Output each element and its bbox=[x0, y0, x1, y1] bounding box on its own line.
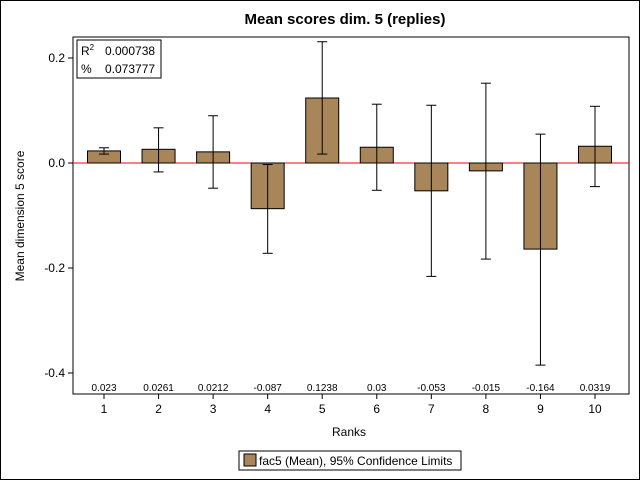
data-label-6: 0.03 bbox=[367, 383, 387, 394]
chart-title: Mean scores dim. 5 (replies) bbox=[245, 11, 446, 28]
error-bar-9 bbox=[535, 133, 546, 366]
y-axis-label: Mean dimension 5 score bbox=[13, 150, 27, 281]
stats-inset: R2 0.000738 % 0.073777 bbox=[76, 39, 162, 79]
x-tick-label: 5 bbox=[319, 402, 326, 416]
pct-label: % bbox=[81, 62, 92, 76]
x-tick-label: 4 bbox=[264, 402, 271, 416]
x-tick-label: 6 bbox=[373, 402, 380, 416]
x-tick-label: 10 bbox=[588, 402, 602, 416]
data-label-7: -0.053 bbox=[417, 383, 446, 394]
y-tick-label: 0.2 bbox=[48, 51, 65, 65]
x-tick-label: 8 bbox=[483, 402, 490, 416]
r2-value: 0.000738 bbox=[105, 44, 155, 58]
bars-group bbox=[87, 97, 612, 250]
legend: fac5 (Mean), 95% Confidence Limits bbox=[238, 450, 462, 471]
y-tick-label: -0.2 bbox=[44, 261, 65, 275]
data-label-2: 0.0261 bbox=[143, 383, 174, 394]
error-bars-group bbox=[99, 41, 600, 366]
error-bar-1 bbox=[99, 147, 109, 155]
x-tick-label: 9 bbox=[537, 402, 544, 416]
data-label-3: 0.0212 bbox=[198, 383, 229, 394]
data-label-4: -0.087 bbox=[253, 383, 282, 394]
data-labels-group: 0.023 0.0261 0.0212 -0.087 0.1238 0.03 -0.053 -… bbox=[91, 383, 610, 394]
data-label-9: -0.164 bbox=[526, 383, 555, 394]
x-tick-label: 7 bbox=[428, 402, 435, 416]
y-tick-label: 0.0 bbox=[48, 156, 65, 170]
x-tick-label: 1 bbox=[101, 402, 108, 416]
data-label-1: 0.023 bbox=[91, 383, 116, 394]
error-bar-8 bbox=[480, 82, 491, 260]
legend-label: fac5 (Mean), 95% Confidence Limits bbox=[259, 454, 452, 468]
legend-box bbox=[238, 450, 462, 471]
stats-inset-box bbox=[76, 39, 162, 79]
r2-label: R2 bbox=[81, 43, 95, 58]
x-axis-label: Ranks bbox=[332, 425, 366, 439]
error-bar-7 bbox=[426, 104, 437, 277]
data-label-10: 0.0319 bbox=[580, 383, 611, 394]
y-tick-label: -0.4 bbox=[44, 366, 65, 380]
pct-value: 0.073777 bbox=[105, 62, 155, 76]
error-bar-10 bbox=[590, 105, 600, 188]
error-bar-5 bbox=[317, 41, 328, 155]
error-bar-2 bbox=[153, 127, 164, 173]
plot-area bbox=[72, 36, 630, 395]
y-axis-ticks: -0.4 -0.2 0.0 0.2 bbox=[44, 51, 73, 380]
error-bar-4 bbox=[262, 164, 273, 254]
data-label-8: -0.015 bbox=[472, 383, 501, 394]
x-tick-label: 3 bbox=[210, 402, 217, 416]
legend-swatch bbox=[243, 453, 257, 467]
r2-label-base: R bbox=[81, 44, 90, 58]
x-tick-label: 2 bbox=[155, 402, 162, 416]
x-axis-ticks: 1 2 3 4 5 6 7 8 9 10 bbox=[101, 394, 602, 416]
r2-label-superscript: 2 bbox=[90, 43, 95, 52]
error-bar-6 bbox=[371, 103, 382, 191]
data-label-5: 0.1238 bbox=[307, 383, 338, 394]
error-bar-3 bbox=[208, 115, 219, 189]
